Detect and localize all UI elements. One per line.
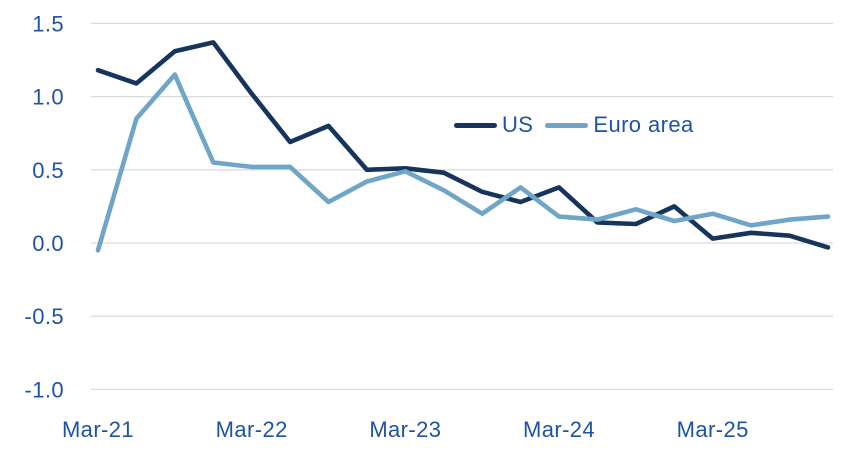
us-line-swatch-icon — [454, 122, 497, 128]
y-axis-tick-label: 1.5 — [32, 11, 64, 36]
y-axis-tick-label: -1.0 — [24, 377, 64, 402]
legend-item-euro-area: Euro area — [545, 112, 693, 138]
x-axis-tick-label: Mar-21 — [62, 417, 134, 442]
y-axis-tick-label: 1.0 — [32, 85, 64, 110]
legend-label-euro-area: Euro area — [593, 112, 694, 137]
us-line — [95, 40, 831, 250]
legend-item-us: US — [454, 112, 533, 138]
chart-legend: US Euro area — [454, 111, 694, 139]
y-axis-tick-label: 0.0 — [32, 231, 64, 256]
x-axis-tick-label: Mar-22 — [216, 417, 288, 442]
euro-area-line — [95, 72, 831, 253]
y-axis-tick-label: -0.5 — [24, 304, 64, 329]
x-axis-tick-label: Mar-25 — [677, 417, 749, 442]
y-axis-tick-label: 0.5 — [32, 158, 64, 183]
x-axis-tick-label: Mar-24 — [523, 417, 595, 442]
euro-area-line-swatch-icon — [545, 122, 589, 128]
x-axis-tick-label: Mar-23 — [369, 417, 441, 442]
legend-label-us: US — [502, 112, 534, 137]
